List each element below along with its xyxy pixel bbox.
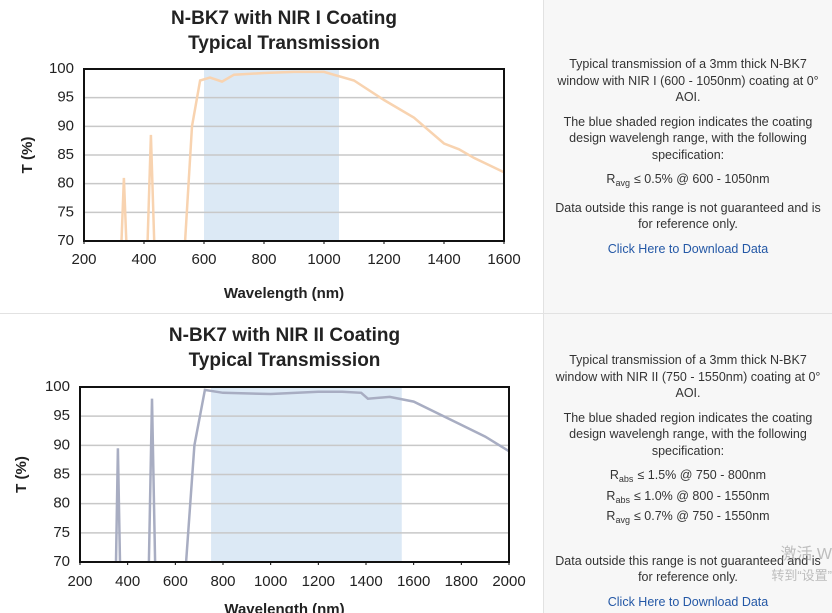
data-line bbox=[114, 388, 509, 562]
y-tick-label: 85 bbox=[53, 465, 70, 482]
y-tick-label: 95 bbox=[53, 407, 70, 424]
spec-subscript: abs bbox=[618, 474, 634, 484]
y-tick-label: 70 bbox=[53, 553, 70, 570]
x-tick-label: 1000 bbox=[254, 573, 287, 590]
x-tick-label: 1200 bbox=[302, 573, 335, 590]
description-text: Typical transmission of a 3mm thick N-BK… bbox=[557, 57, 819, 104]
x-tick-label: 200 bbox=[67, 573, 92, 590]
spec-symbol: R bbox=[606, 488, 616, 503]
x-tick-label: 600 bbox=[163, 573, 188, 590]
spec-symbol: R bbox=[606, 509, 616, 523]
spec-symbol: R bbox=[606, 172, 616, 186]
note-text: Data outside this range is not guarantee… bbox=[555, 553, 821, 585]
y-tick-label: 90 bbox=[57, 117, 74, 134]
note-text: Data outside this range is not guarantee… bbox=[555, 200, 821, 232]
y-tick-label: 75 bbox=[53, 524, 70, 541]
x-tick-label: 1400 bbox=[349, 573, 382, 590]
spec-subscript: avg bbox=[615, 515, 630, 525]
spec-text: ≤ 0.7% @ 750 - 1550nm bbox=[633, 509, 770, 523]
x-axis-label: Wavelength (nm) bbox=[224, 601, 344, 613]
spec-text: ≤ 0.5% @ 600 - 1050nm bbox=[633, 172, 770, 186]
y-axis-label: T (%) bbox=[13, 456, 30, 493]
spec: Rabs ≤ 1.0% @ 800 - 1550nm bbox=[544, 488, 832, 509]
description-panel: Typical transmission of a 3mm thick N-BK… bbox=[543, 0, 832, 314]
watermark: 激活 W bbox=[780, 546, 832, 563]
x-tick-label: 800 bbox=[251, 251, 276, 268]
plot-frame bbox=[79, 386, 510, 563]
spec: Ravg ≤ 0.7% @ 750 - 1550nm bbox=[544, 508, 832, 529]
description-text: The blue shaded region indicates the coa… bbox=[563, 114, 813, 162]
spec-text: ≤ 1.0% @ 800 - 1550nm bbox=[633, 488, 770, 503]
divider bbox=[0, 313, 543, 314]
spec-text: ≤ 1.5% @ 750 - 800nm bbox=[637, 468, 767, 482]
chart-title: N-BK7 with NIR I Coating bbox=[171, 8, 397, 29]
watermark: 转到“设置” bbox=[771, 568, 832, 583]
chart-subtitle: Typical Transmission bbox=[189, 350, 381, 371]
y-tick-label: 100 bbox=[45, 378, 70, 395]
spec-subscript: abs bbox=[615, 494, 630, 505]
description-panel: Typical transmission of a 3mm thick N-BK… bbox=[543, 314, 832, 613]
x-tick-label: 800 bbox=[210, 573, 235, 590]
x-tick-label: 1000 bbox=[307, 251, 340, 268]
y-axis-label: T (%) bbox=[19, 137, 36, 174]
x-tick-label: 1200 bbox=[367, 251, 400, 268]
y-tick-label: 70 bbox=[57, 232, 74, 249]
x-tick-label: 1800 bbox=[445, 573, 478, 590]
y-tick-label: 75 bbox=[57, 203, 74, 220]
y-tick-label: 85 bbox=[57, 146, 74, 163]
x-tick-label: 1600 bbox=[397, 573, 430, 590]
chart-title: N-BK7 with NIR II Coating bbox=[169, 325, 400, 346]
download-link[interactable]: Click Here to Download Data bbox=[607, 241, 769, 256]
spec-list: Ravg ≤ 0.5% @ 600 - 1050nm bbox=[544, 171, 832, 192]
plot-frame bbox=[83, 68, 505, 242]
x-tick-label: 400 bbox=[131, 251, 156, 268]
spec: Ravg ≤ 0.5% @ 600 - 1050nm bbox=[544, 171, 832, 192]
spec-list: Rabs ≤ 1.5% @ 750 - 800nm Rabs ≤ 1.0% @ 800… bbox=[544, 467, 832, 529]
spec: Rabs ≤ 1.5% @ 750 - 800nm bbox=[544, 467, 832, 488]
y-tick-label: 95 bbox=[57, 89, 74, 106]
description-text: The blue shaded region indicates the coa… bbox=[563, 410, 813, 458]
x-tick-label: 1400 bbox=[427, 251, 460, 268]
spec-symbol: R bbox=[609, 468, 619, 482]
y-tick-label: 90 bbox=[53, 436, 70, 453]
x-axis-label: Wavelength (nm) bbox=[224, 285, 344, 302]
description-text: Typical transmission of a 3mm thick N-BK… bbox=[555, 353, 821, 400]
x-tick-label: 200 bbox=[71, 251, 96, 268]
spec-subscript: avg bbox=[615, 178, 630, 188]
download-link[interactable]: Click Here to Download Data bbox=[607, 594, 769, 609]
y-tick-label: 80 bbox=[53, 495, 70, 512]
x-tick-label: 2000 bbox=[492, 573, 525, 590]
charts: 70 75 80 85 90 95 100 200 400 600 800 1000 1200 1400 1… bbox=[13, 8, 526, 613]
y-tick-label: 80 bbox=[57, 175, 74, 192]
chart-subtitle: Typical Transmission bbox=[188, 33, 380, 54]
x-tick-label: 400 bbox=[115, 573, 140, 590]
data-line bbox=[120, 70, 504, 241]
x-tick-label: 1600 bbox=[487, 251, 520, 268]
y-tick-label: 100 bbox=[49, 60, 74, 77]
x-tick-label: 600 bbox=[191, 251, 216, 268]
